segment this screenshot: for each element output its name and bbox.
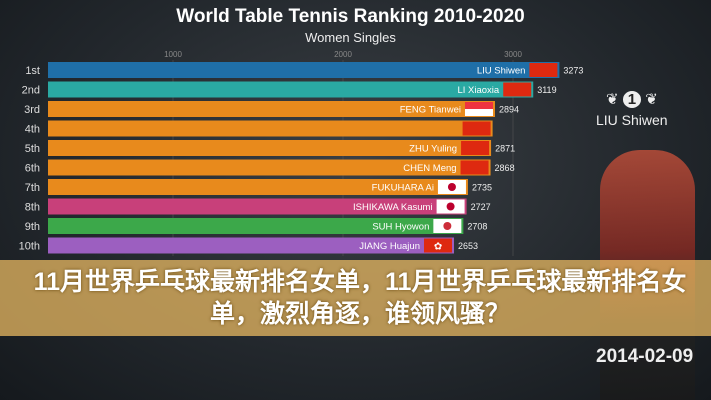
bar-name-label: LIU Shiwen <box>477 66 526 77</box>
value-label: 2868 <box>495 163 515 173</box>
bar <box>48 120 493 137</box>
headline-overlay <box>0 260 711 336</box>
headline: 11月世界乒乓球最新排名女单，11月世界乒乓球最新排名女单，激烈角逐，谁领风骚？ <box>33 268 687 328</box>
bar-name-label: LI Xiaoxia <box>457 85 499 96</box>
highlight-player: LIU Shiwen <box>596 112 668 128</box>
flag-icon <box>443 222 452 230</box>
flag-icon <box>461 141 490 148</box>
rank-label: 9th <box>25 221 40 233</box>
flag-icon <box>529 63 558 70</box>
bar-name-label: SUH Hyowon <box>372 222 429 233</box>
bar <box>48 81 534 98</box>
x-tick-label: 3000 <box>504 50 522 59</box>
bar-name-label: ISHIKAWA Kasumi <box>353 202 433 213</box>
bar <box>48 198 467 215</box>
bar-name-label: CHEN Meng <box>403 163 456 174</box>
bar <box>48 237 455 254</box>
rank-label: 7th <box>25 182 40 194</box>
bar <box>48 179 468 195</box>
bar <box>48 218 464 234</box>
x-tick-label: 2000 <box>334 50 352 59</box>
rank-label: 3rd <box>24 104 40 116</box>
rank-label: 10th <box>19 241 40 253</box>
flag-icon <box>462 121 491 129</box>
rank-label: 8th <box>25 202 40 214</box>
bar <box>48 62 560 78</box>
date-label: 2014-02-09 <box>596 346 694 367</box>
bar-name-label: ZHU Yuling <box>409 144 457 155</box>
rank-label: 1st <box>25 65 40 77</box>
value-label: 2708 <box>467 222 487 232</box>
value-label: 2871 <box>495 144 515 154</box>
bar-name-label: FUKUHARA Ai <box>372 183 434 194</box>
flag-icon <box>529 70 558 77</box>
chart-title: World Table Tennis Ranking 2010-2020 <box>176 6 525 27</box>
flag-icon <box>464 102 493 109</box>
bar <box>48 159 491 176</box>
flag-icon <box>424 245 453 253</box>
flag-icon <box>464 109 493 116</box>
value-label: 2653 <box>458 241 478 251</box>
rank-medal-icon: ❦ 1 ❦ <box>606 91 658 108</box>
bar <box>48 140 492 156</box>
rank-badge: 1 <box>622 91 642 108</box>
rank-label: 4th <box>25 124 40 136</box>
flag-icon <box>462 128 491 136</box>
flag-icon <box>447 183 456 191</box>
bar-name-label: FENG Tianwei <box>400 105 461 116</box>
flag-icon <box>460 167 489 175</box>
flag-icon <box>461 148 490 155</box>
value-label: 2727 <box>471 202 491 212</box>
flag-icon <box>503 89 532 97</box>
flag-icon <box>446 202 455 211</box>
rank-label: 2nd <box>22 85 40 97</box>
x-tick-label: 1000 <box>164 50 182 59</box>
bar-name-label: JIANG Huajun <box>359 241 420 252</box>
flag-icon <box>460 160 489 168</box>
flag-icon: ✿ <box>434 242 442 253</box>
value-label: 2735 <box>472 183 492 193</box>
value-label: 2894 <box>499 105 519 115</box>
rank-label: 6th <box>25 163 40 175</box>
value-label: 3119 <box>537 85 556 95</box>
chart-subtitle: Women Singles <box>305 30 396 45</box>
flag-icon <box>503 82 532 90</box>
flag-icon <box>424 238 453 246</box>
bar <box>48 101 495 117</box>
value-label: 3273 <box>563 66 583 76</box>
rank-label: 5th <box>25 143 40 155</box>
